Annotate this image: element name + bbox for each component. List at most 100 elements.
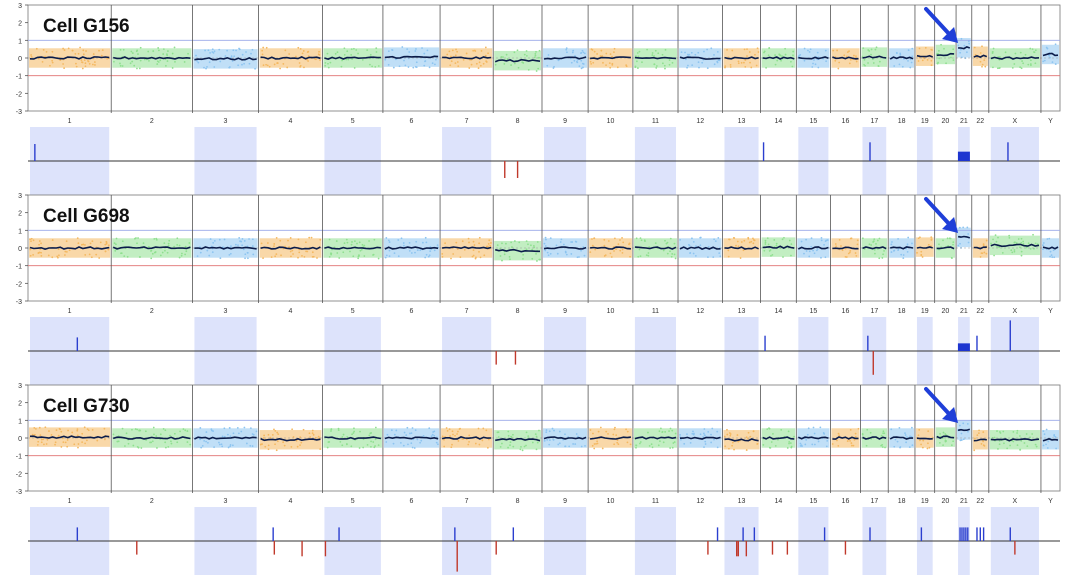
- data-point: [1015, 242, 1018, 244]
- data-point: [76, 429, 79, 432]
- data-point: [122, 48, 125, 51]
- data-point: [819, 426, 822, 429]
- data-point: [740, 61, 743, 64]
- data-point: [297, 256, 299, 259]
- data-point: [766, 428, 769, 431]
- data-point: [716, 446, 719, 449]
- data-point: [57, 248, 60, 251]
- data-point: [979, 60, 982, 63]
- data-point: [415, 48, 417, 50]
- data-point: [1019, 449, 1022, 451]
- data-point: [799, 442, 802, 445]
- data-point: [180, 254, 183, 257]
- data-point: [873, 248, 876, 251]
- data-point: [251, 433, 254, 435]
- data-point: [919, 439, 921, 442]
- data-point: [1029, 59, 1032, 62]
- data-point: [960, 48, 962, 51]
- data-point: [638, 50, 641, 53]
- data-point: [315, 58, 317, 61]
- data-point: [262, 64, 265, 67]
- segment-line: [916, 246, 933, 249]
- segment-line: [384, 55, 439, 59]
- data-point: [117, 440, 120, 443]
- data-point: [535, 50, 537, 53]
- data-point: [731, 444, 734, 447]
- data-point: [755, 64, 758, 67]
- data-point: [699, 244, 702, 247]
- data-point: [354, 240, 356, 243]
- data-point: [1006, 447, 1009, 450]
- data-point: [105, 240, 108, 243]
- data-point: [848, 50, 850, 53]
- data-point: [454, 54, 457, 57]
- data-point: [775, 244, 778, 247]
- data-point: [373, 446, 376, 449]
- data-point: [152, 426, 155, 429]
- data-point: [218, 443, 221, 446]
- data-point: [746, 48, 748, 51]
- copy-number-band: [935, 44, 956, 65]
- data-point: [740, 241, 743, 243]
- data-point: [400, 237, 403, 240]
- data-point: [132, 444, 135, 447]
- data-point: [276, 440, 279, 443]
- data-point: [813, 443, 816, 446]
- chromosome-label: 3: [224, 498, 228, 505]
- data-point: [575, 433, 578, 435]
- data-point: [346, 241, 349, 244]
- data-point: [461, 438, 464, 440]
- data-point: [744, 59, 747, 62]
- data-point: [727, 255, 730, 258]
- data-point: [229, 445, 231, 448]
- data-point: [780, 428, 783, 431]
- data-point: [404, 64, 407, 67]
- data-point: [1025, 246, 1028, 249]
- data-point: [607, 240, 610, 242]
- data-point: [218, 441, 220, 444]
- data-point: [723, 435, 726, 438]
- data-point: [164, 441, 167, 444]
- data-point: [185, 250, 188, 253]
- data-point: [270, 256, 273, 259]
- data-point: [686, 433, 688, 436]
- data-point: [385, 237, 388, 239]
- data-point: [151, 440, 154, 443]
- data-point: [664, 48, 667, 51]
- event-gain-block: [957, 343, 970, 351]
- data-point: [224, 55, 227, 57]
- data-point: [868, 243, 871, 246]
- data-point: [40, 242, 42, 245]
- data-point: [155, 238, 158, 241]
- chromosome-label: 7: [465, 118, 469, 125]
- data-point: [565, 47, 568, 50]
- data-point: [668, 430, 670, 432]
- arrow-head: [942, 407, 959, 423]
- data-point: [535, 70, 538, 72]
- data-point: [385, 254, 388, 257]
- data-point: [301, 255, 303, 257]
- data-point: [882, 253, 885, 256]
- data-point: [1020, 254, 1023, 257]
- data-point: [136, 67, 138, 70]
- data-point: [679, 238, 682, 241]
- data-point: [153, 433, 155, 436]
- data-point: [582, 66, 584, 69]
- data-point: [704, 440, 707, 443]
- data-point: [230, 55, 233, 58]
- data-point: [1043, 433, 1046, 436]
- data-point: [445, 427, 448, 429]
- data-point: [890, 243, 893, 246]
- data-point: [231, 444, 234, 447]
- data-point: [119, 64, 122, 67]
- data-point: [790, 60, 792, 63]
- data-point: [876, 239, 879, 242]
- data-point: [583, 254, 586, 257]
- data-point: [330, 430, 332, 432]
- data-point: [302, 428, 305, 431]
- data-point: [580, 445, 583, 448]
- data-point: [238, 236, 241, 239]
- data-point: [938, 57, 941, 60]
- data-point: [997, 236, 999, 239]
- data-point: [669, 427, 672, 430]
